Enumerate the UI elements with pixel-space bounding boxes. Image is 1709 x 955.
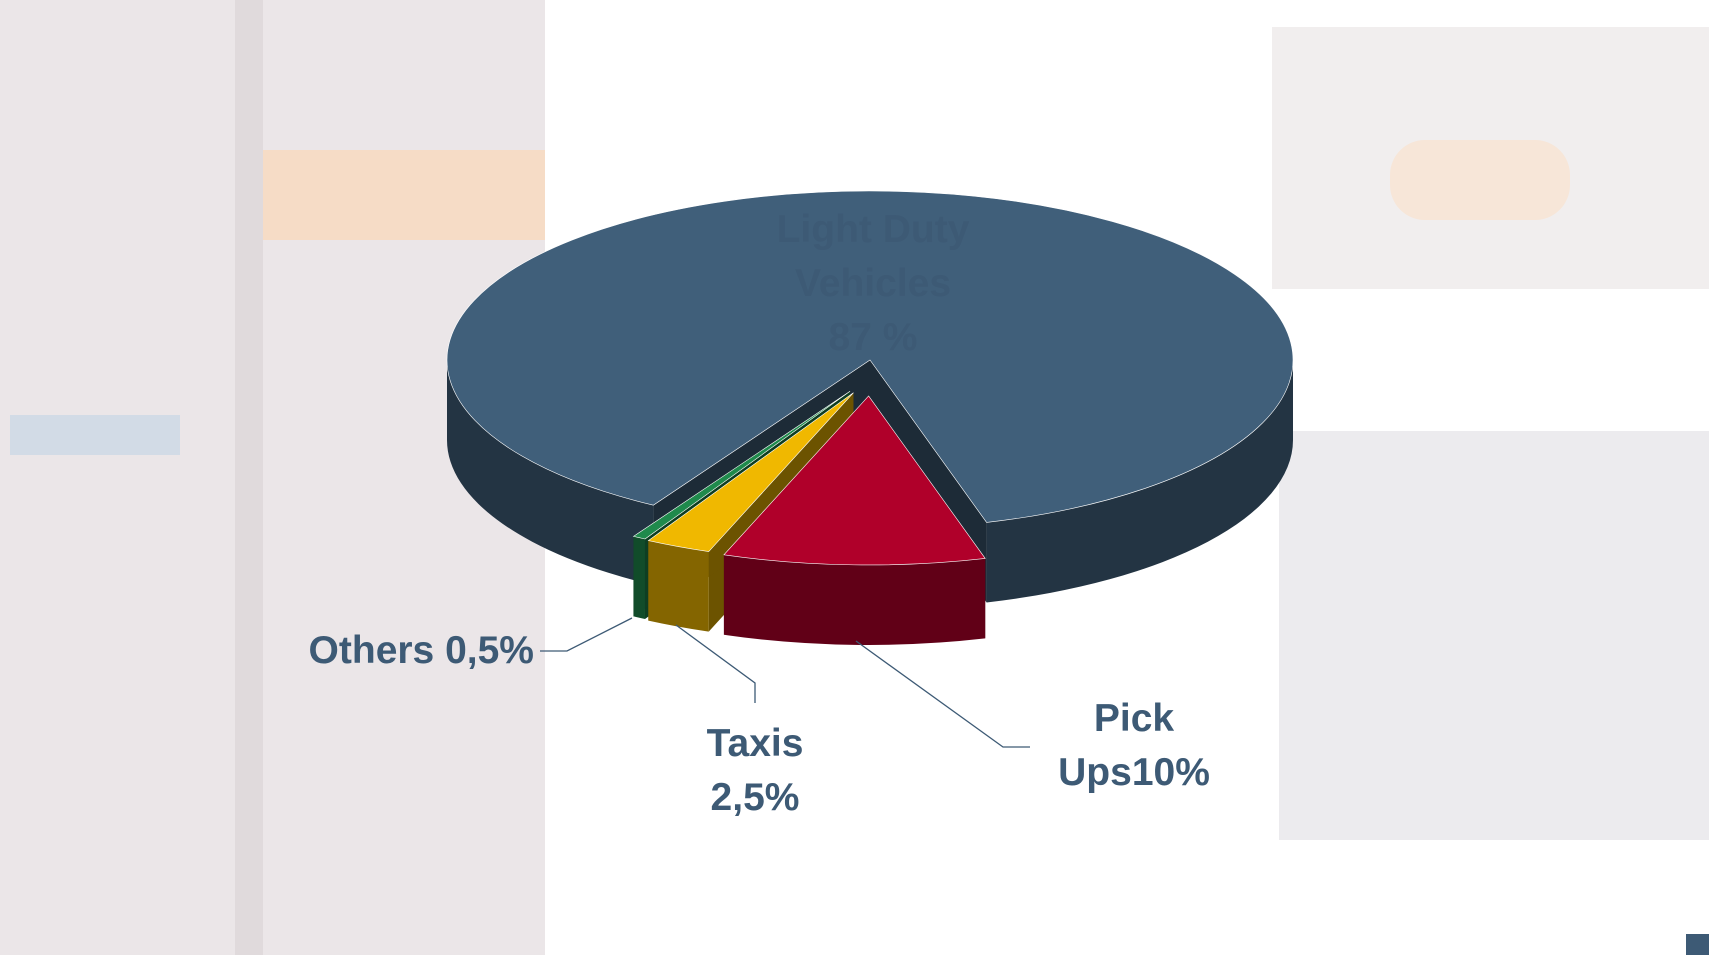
slice-side (447, 360, 654, 586)
slice-top (632, 390, 851, 540)
category-label: Pick Ups (1058, 697, 1175, 794)
value-label: 87 % (828, 316, 918, 359)
corner-mark (1686, 934, 1709, 955)
slice-label: Pick Ups10% (1054, 692, 1214, 800)
value-label: 2,5% (710, 776, 800, 819)
slice-side (986, 360, 1293, 603)
slice-side (723, 554, 986, 645)
category-label: Others (308, 629, 435, 672)
photo-detail (250, 150, 545, 240)
photo-detail (235, 0, 263, 955)
leader-lines (540, 617, 1030, 748)
category-label: Light Duty Vehicles (776, 208, 970, 305)
leader-line (855, 640, 1030, 748)
pie (446, 190, 1294, 645)
slice-label: Light Duty Vehicles 87 % (753, 203, 993, 365)
slice-top (446, 190, 1294, 523)
value-label: 0,5% (445, 629, 534, 672)
slice-side (648, 540, 709, 632)
photo-detail (10, 415, 180, 455)
category-label: Taxis (706, 722, 804, 765)
photo-engine (1279, 431, 1709, 840)
leader-line (540, 617, 633, 652)
slice-top (723, 395, 986, 566)
slice-top (647, 392, 854, 552)
value-label: 10% (1131, 751, 1210, 794)
slice-side (633, 536, 645, 620)
pie-slice (723, 395, 986, 645)
leader-line (675, 624, 756, 703)
slice-label: Others 0,5% (234, 624, 534, 678)
photo-detail (1390, 140, 1570, 220)
slice-label: Taxis 2,5% (665, 717, 845, 825)
